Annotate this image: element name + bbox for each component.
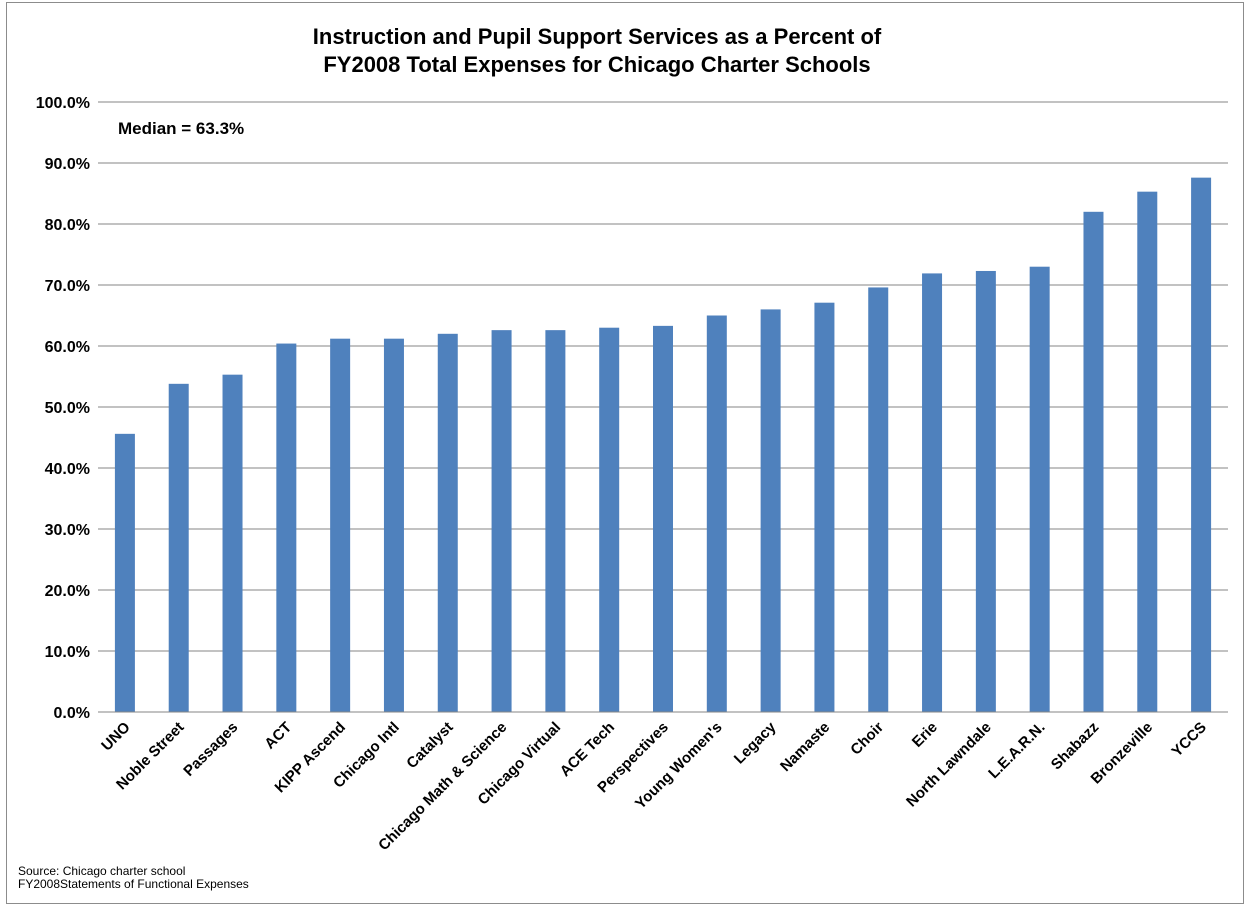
source-line-2: FY2008Statements of Functional Expenses <box>18 877 249 891</box>
bar <box>1191 177 1212 712</box>
bar <box>1083 211 1104 713</box>
y-tick-label: 0.0% <box>54 705 90 722</box>
x-tick-label: Shabazz <box>1048 719 1102 773</box>
bar <box>383 338 404 712</box>
x-tick-label: L.E.A.R.N. <box>985 719 1048 782</box>
bar <box>437 333 458 712</box>
y-tick-label: 20.0% <box>45 583 90 600</box>
bar <box>168 383 189 712</box>
x-tick-label: Namaste <box>777 719 833 775</box>
bar <box>653 325 673 712</box>
y-tick-label: 90.0% <box>45 156 90 173</box>
bar <box>922 273 943 712</box>
bar <box>706 315 727 712</box>
y-tick-label: 60.0% <box>45 339 90 356</box>
x-tick-label: Catalyst <box>403 719 456 772</box>
y-tick-label: 70.0% <box>45 278 90 295</box>
chart-title: Instruction and Pupil Support Services a… <box>313 24 882 49</box>
y-tick-label: 30.0% <box>45 522 90 539</box>
bar <box>868 287 889 712</box>
bar <box>1029 266 1050 712</box>
y-tick-label: 10.0% <box>45 644 90 661</box>
bar <box>222 374 243 712</box>
x-tick-label: Legacy <box>731 718 780 767</box>
bar <box>1137 191 1158 713</box>
x-tick-label: Passages <box>180 719 241 780</box>
y-tick-label: 80.0% <box>45 217 90 234</box>
bar <box>975 270 996 712</box>
source-line-1: Source: Chicago charter school <box>18 864 185 878</box>
x-tick-label: Erie <box>909 719 941 751</box>
chart-subtitle: FY2008 Total Expenses for Chicago Charte… <box>323 52 870 77</box>
y-tick-label: 100.0% <box>36 95 90 112</box>
bar <box>114 433 135 712</box>
y-axis-ticks: 0.0% 10.0% 20.0% 30.0% 40.0% 50.0% 60.0% 70.0% 8… <box>36 95 90 722</box>
y-tick-label: 40.0% <box>45 461 90 478</box>
median-annotation: Median = 63.3% <box>118 119 244 138</box>
bar <box>814 302 835 712</box>
bar <box>545 330 566 712</box>
x-tick-label: Choir <box>847 719 887 759</box>
bar <box>760 309 781 712</box>
y-tick-label: 50.0% <box>45 400 90 417</box>
bar <box>276 343 297 712</box>
bars <box>114 177 1212 713</box>
x-tick-label: UNO <box>98 719 134 755</box>
bar <box>491 330 512 712</box>
x-tick-label: ACT <box>261 719 295 753</box>
bar <box>330 338 351 712</box>
x-tick-label: YCCS <box>1168 719 1209 760</box>
bar <box>599 327 620 712</box>
